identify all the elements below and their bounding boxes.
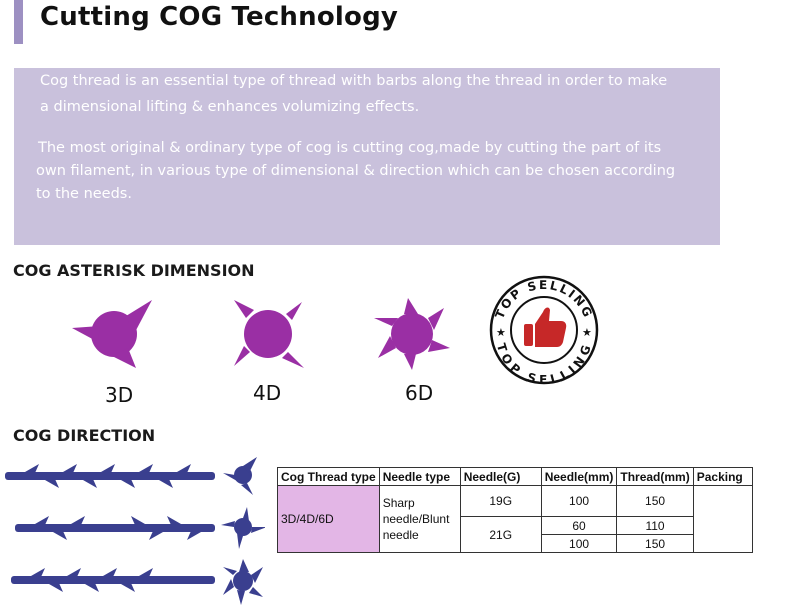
star-icon: ★ — [582, 326, 592, 339]
header-needle-mm: Needle(mm) — [540, 467, 618, 486]
6d-asterisk-icon — [374, 298, 450, 370]
cell-thread-mm-3: 150 — [616, 534, 694, 553]
needle-type-line-2: needle/Blunt — [382, 512, 450, 526]
needle-type-line-3: needle — [382, 528, 419, 542]
page-title: Cutting COG Technology — [40, 2, 399, 32]
cell-needle-mm-3: 100 — [540, 534, 618, 553]
star-icon: ★ — [496, 326, 506, 339]
intro-line-1: Cog thread is an essential type of threa… — [40, 73, 668, 89]
table-header-row: Cog Thread type Needle type Needle(G) Ne… — [277, 467, 753, 486]
direction-heading: COG DIRECTION — [13, 426, 156, 445]
thumbs-up-icon — [524, 307, 567, 347]
cell-needle-mm-2: 60 — [540, 516, 618, 535]
table-row: 21G 60 110 — [278, 516, 753, 553]
table-row: 100 150 — [278, 534, 753, 553]
4d-asterisk-icon — [234, 300, 304, 368]
asterisk-heading: COG ASTERISK DIMENSION — [13, 261, 255, 280]
thread-2 — [15, 524, 215, 532]
needle-type-line-1: Sharp — [382, 496, 415, 510]
cell-thread-type: 3D/4D/6D — [277, 485, 380, 553]
3d-asterisk-icon — [72, 300, 152, 368]
cell-thread-mm-2: 110 — [616, 516, 694, 535]
cog-direction-illustration — [5, 457, 265, 605]
3d-cross-section-icon — [223, 457, 257, 495]
header-thread-mm: Thread(mm) — [616, 467, 694, 486]
intro-line-4: own filament, in various type of dimensi… — [36, 163, 676, 179]
table-row: 3D/4D/6D Sharp needle/Blunt needle 19G 1… — [277, 485, 753, 553]
header-needle-gauge: Needle(G) — [459, 467, 542, 486]
cell-needle-mm-1: 100 — [540, 485, 618, 517]
cell-needle-type: Sharp needle/Blunt needle — [378, 485, 461, 553]
top-selling-badge: TOP SELLING TOP SELLING ★ ★ — [489, 275, 599, 386]
header-needle-type: Needle type — [378, 467, 461, 486]
cell-gauge-1: 19G — [459, 485, 542, 517]
header-cog-thread-type: Cog Thread type — [277, 467, 380, 486]
title-accent-bar — [14, 0, 23, 44]
cell-packing — [692, 485, 753, 553]
4d-label: 4D — [253, 381, 282, 405]
thread-3 — [11, 576, 215, 584]
intro-line-2: a dimensional lifting & enhances volumiz… — [40, 99, 420, 115]
intro-panel: Cog thread is an essential type of threa… — [14, 68, 720, 245]
cell-gauge-2: 21G — [459, 516, 542, 553]
3d-label: 3D — [105, 383, 134, 407]
spec-table: Cog Thread type Needle type Needle(G) Ne… — [277, 467, 753, 553]
6d-label: 6D — [405, 381, 434, 405]
intro-line-3: The most original & ordinary type of cog… — [38, 140, 662, 156]
4d-cross-section-icon — [221, 507, 265, 549]
cell-thread-mm-1: 150 — [616, 485, 694, 517]
intro-line-5: to the needs. — [36, 186, 132, 202]
header-packing: Packing — [692, 467, 753, 486]
6d-cross-section-icon — [223, 559, 263, 605]
thread-1 — [5, 472, 215, 480]
